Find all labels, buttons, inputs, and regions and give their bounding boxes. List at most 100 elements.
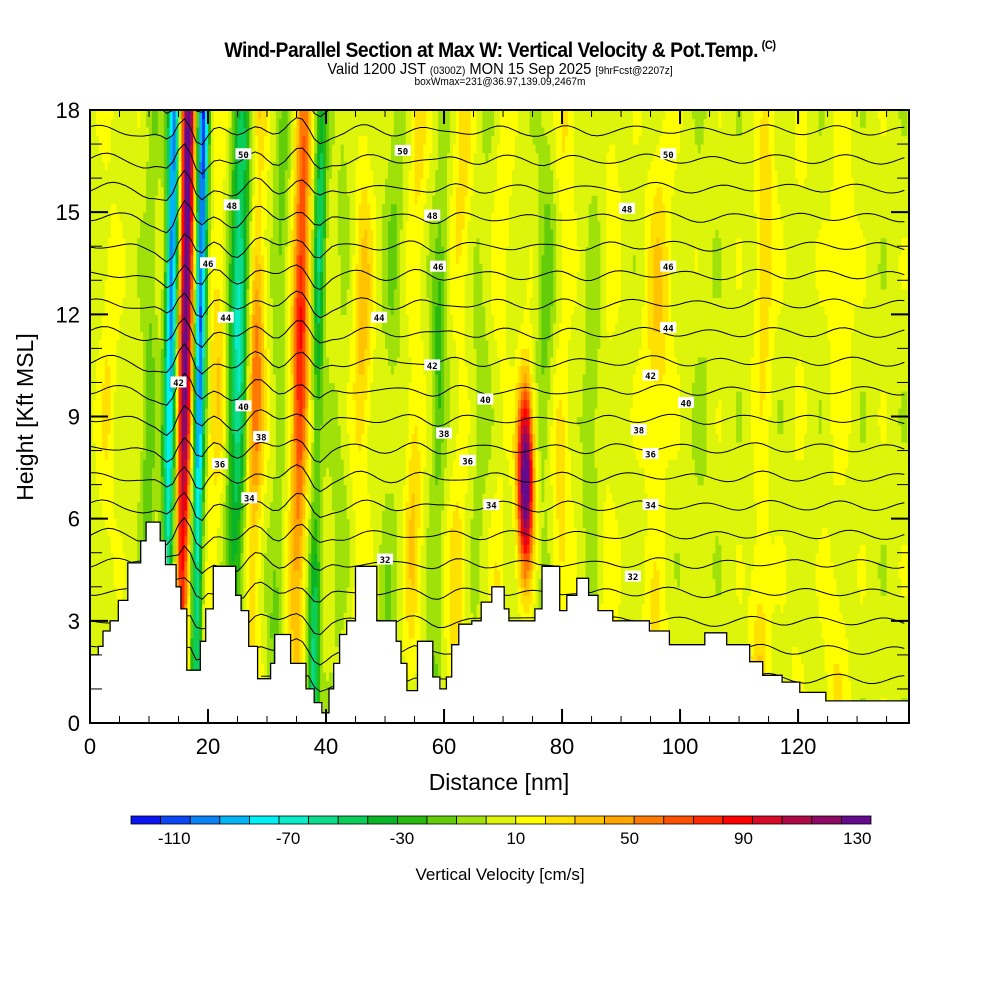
velocity-cell bbox=[172, 425, 177, 469]
velocity-cell bbox=[219, 561, 224, 567]
velocity-cell bbox=[252, 527, 256, 647]
velocity-cell bbox=[352, 254, 357, 384]
velocity-cell bbox=[202, 118, 206, 179]
colorbar-swatch bbox=[752, 815, 783, 825]
velocity-cell bbox=[119, 220, 124, 315]
velocity-cell bbox=[526, 552, 531, 562]
velocity-cell bbox=[780, 110, 784, 222]
velocity-cell bbox=[429, 476, 433, 642]
velocity-cell bbox=[541, 127, 545, 256]
velocity-cell bbox=[187, 544, 191, 596]
velocity-cell bbox=[606, 110, 610, 154]
velocity-cell bbox=[526, 416, 531, 426]
velocity-cell bbox=[402, 654, 407, 665]
velocity-cell bbox=[650, 578, 655, 632]
velocity-cell bbox=[455, 356, 460, 435]
velocity-cell bbox=[122, 297, 127, 554]
velocity-cell bbox=[520, 544, 525, 554]
velocity-cell bbox=[432, 654, 436, 678]
velocity-cell bbox=[871, 110, 876, 702]
velocity-cell bbox=[382, 110, 386, 205]
velocity-cell bbox=[331, 382, 336, 511]
velocity-cell bbox=[650, 212, 655, 375]
velocity-cell bbox=[756, 110, 761, 605]
velocity-cell bbox=[904, 697, 908, 702]
velocity-cell bbox=[205, 561, 209, 610]
velocity-cell bbox=[547, 110, 551, 145]
velocity-cell bbox=[408, 110, 413, 171]
velocity-cell bbox=[302, 407, 306, 452]
velocity-cell bbox=[140, 450, 144, 542]
velocity-cell bbox=[293, 127, 298, 196]
colorbar-swatch bbox=[160, 815, 191, 825]
velocity-cell bbox=[311, 399, 315, 443]
velocity-cell bbox=[514, 578, 519, 622]
velocity-cell bbox=[446, 501, 451, 678]
velocity-cell bbox=[181, 569, 186, 610]
velocity-cell bbox=[213, 288, 218, 486]
velocity-cell bbox=[435, 169, 439, 239]
contour-label-box bbox=[424, 359, 441, 371]
velocity-cell bbox=[222, 331, 227, 443]
velocity-cell bbox=[665, 467, 669, 613]
velocity-cell bbox=[216, 110, 221, 290]
velocity-cell bbox=[724, 110, 728, 634]
velocity-cell bbox=[267, 110, 271, 171]
velocity-cell bbox=[795, 459, 799, 647]
velocity-cell bbox=[187, 237, 191, 298]
velocity-cell bbox=[491, 425, 495, 511]
velocity-cell bbox=[588, 110, 593, 205]
velocity-cell bbox=[756, 603, 761, 656]
velocity-cell bbox=[777, 399, 781, 435]
velocity-cell bbox=[618, 305, 622, 537]
velocity-cell bbox=[765, 356, 770, 676]
velocity-cell bbox=[213, 110, 218, 290]
velocity-cell bbox=[511, 459, 516, 528]
colorbar-tick-label: 130 bbox=[843, 829, 871, 848]
velocity-cell bbox=[390, 135, 395, 205]
velocity-cell bbox=[175, 220, 180, 264]
velocity-cell bbox=[609, 339, 613, 494]
velocity-cell bbox=[851, 110, 855, 179]
velocity-cell bbox=[373, 110, 377, 196]
velocity-cell bbox=[529, 501, 534, 528]
velocity-cell bbox=[367, 110, 371, 154]
velocity-cell bbox=[485, 339, 489, 477]
velocity-cell bbox=[526, 535, 531, 545]
velocity-cell bbox=[721, 110, 725, 634]
velocity-cell bbox=[346, 433, 351, 520]
contour-label-box bbox=[430, 260, 447, 272]
velocity-cell bbox=[904, 288, 908, 392]
velocity-cell bbox=[302, 450, 306, 486]
velocity-cell bbox=[435, 663, 439, 678]
velocity-cell bbox=[293, 195, 298, 247]
velocity-cell bbox=[892, 110, 897, 702]
velocity-cell bbox=[753, 620, 758, 663]
velocity-cell bbox=[269, 501, 274, 613]
velocity-cell bbox=[511, 527, 516, 622]
velocity-cell bbox=[196, 280, 200, 315]
velocity-cell bbox=[326, 467, 330, 682]
velocity-cell bbox=[264, 612, 268, 680]
velocity-cell bbox=[564, 135, 569, 612]
velocity-cell bbox=[411, 110, 416, 435]
velocity-cell bbox=[818, 620, 823, 693]
velocity-cell bbox=[296, 518, 301, 571]
velocity-cell bbox=[632, 373, 637, 452]
velocity-field bbox=[90, 110, 909, 714]
velocity-cell bbox=[311, 110, 315, 179]
velocity-cell bbox=[199, 467, 203, 494]
velocity-cell bbox=[567, 339, 572, 452]
velocity-cell bbox=[246, 459, 250, 612]
velocity-cell bbox=[621, 110, 625, 622]
theta-contour-line bbox=[90, 117, 905, 146]
velocity-cell bbox=[570, 501, 575, 596]
velocity-cell bbox=[337, 254, 342, 426]
velocity-cell bbox=[567, 450, 572, 596]
velocity-cell bbox=[877, 271, 882, 409]
velocity-cell bbox=[671, 195, 675, 324]
velocity-cell bbox=[854, 305, 858, 702]
velocity-cell bbox=[473, 348, 478, 477]
velocity-cell bbox=[520, 467, 525, 494]
velocity-cell bbox=[815, 237, 820, 290]
